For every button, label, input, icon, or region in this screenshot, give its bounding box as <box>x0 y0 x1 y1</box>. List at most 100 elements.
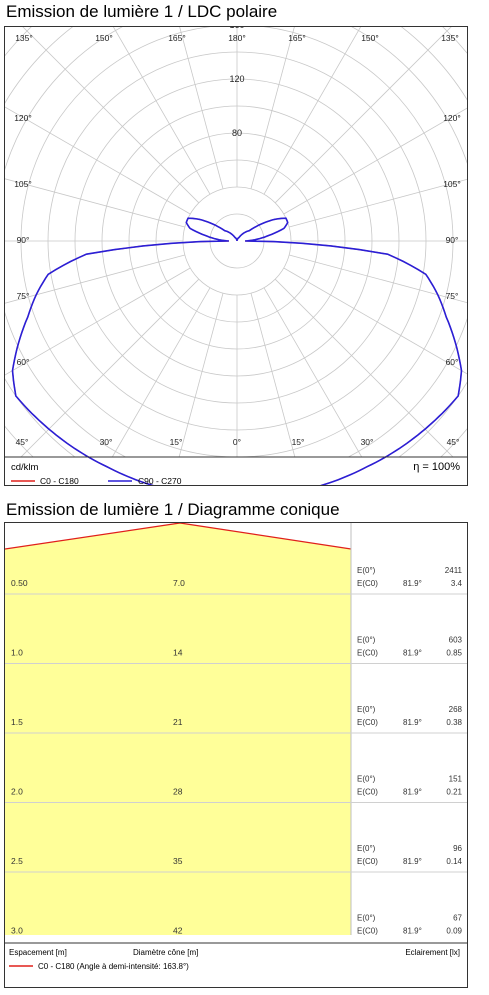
grid-circle <box>5 27 467 457</box>
grid-ray <box>283 267 467 375</box>
ec0-value: 3.4 <box>451 579 463 588</box>
spacing-value: 1.5 <box>11 717 23 727</box>
angle-label-left: 120° <box>14 113 32 123</box>
polar-grid <box>5 27 467 485</box>
polar-chart: 80 120 160 135° 150° 165° 180° 165° 150° 135° 45° 3… <box>5 20 467 499</box>
grid-ray <box>250 27 295 189</box>
angle-label-top: 150° <box>361 33 379 43</box>
cone-chart-title: Emission de lumière 1 / Diagramme coniqu… <box>6 500 340 519</box>
ec0-value: 0.14 <box>446 857 462 866</box>
grid-ray <box>22 27 200 204</box>
e0-label: E(0°) <box>357 914 376 923</box>
grid-ray <box>111 287 211 457</box>
efficiency-label: η = 100% <box>413 461 460 473</box>
grid-ray <box>263 287 363 457</box>
angle-value: 81.9° <box>403 718 422 727</box>
angle-label-top: 135° <box>15 33 33 43</box>
diameter-value: 14 <box>173 648 183 658</box>
grid-ray <box>250 293 296 457</box>
angle-label-left: 75° <box>17 291 30 301</box>
radial-tick-label: 160 <box>229 27 244 30</box>
grid-ray <box>5 106 191 215</box>
polar-chart-panel: 80 120 160 135° 150° 165° 180° 165° 150° 135° 45° 3… <box>4 20 468 499</box>
angle-label-right: 90° <box>446 235 459 245</box>
spacing-value: 3.0 <box>11 926 23 936</box>
e0-value: 268 <box>449 705 463 714</box>
ec0-label: E(C0) <box>357 579 378 588</box>
grid-ray <box>274 278 454 457</box>
diameter-value: 21 <box>173 717 183 727</box>
grid-circle <box>5 27 467 485</box>
e0-value: 603 <box>449 636 463 645</box>
angle-label-bottom: 45° <box>16 437 29 447</box>
grid-ray <box>274 27 452 204</box>
angle-label-top: 135° <box>441 33 459 43</box>
angle-label-right: 120° <box>443 113 461 123</box>
angle-value: 81.9° <box>403 927 422 936</box>
diameter-axis-label: Diamètre cône [m] <box>133 948 198 957</box>
grid-ray <box>5 178 185 228</box>
grid-circle <box>5 27 467 457</box>
diameter-value: 28 <box>173 787 183 797</box>
angle-label-top: 150° <box>95 33 113 43</box>
ec0-label: E(C0) <box>357 718 378 727</box>
e0-value: 2411 <box>445 566 463 575</box>
e0-label: E(0°) <box>357 636 376 645</box>
grid-ray <box>283 107 467 215</box>
ec0-value: 0.85 <box>446 649 462 658</box>
e0-value: 96 <box>453 844 462 853</box>
radial-tick-label: 80 <box>232 128 242 138</box>
illuminance-axis-label: Eclairement [lx] <box>405 948 460 957</box>
angle-label-top: 165° <box>288 33 306 43</box>
grid-circle <box>5 27 467 485</box>
angle-label-bottom: 45° <box>447 437 460 447</box>
ec0-label: E(C0) <box>357 788 378 797</box>
angle-label-right: 105° <box>443 179 461 189</box>
e0-label: E(0°) <box>357 705 376 714</box>
e0-label: E(0°) <box>357 775 376 784</box>
ec0-label: E(C0) <box>357 649 378 658</box>
angle-label-top: 180° <box>228 33 246 43</box>
grid-ray <box>112 27 211 195</box>
grid-circle <box>5 27 467 485</box>
e0-label: E(0°) <box>357 566 376 575</box>
grid-circle <box>5 27 467 485</box>
grid-circle <box>5 27 467 457</box>
ec0-value: 0.21 <box>446 788 462 797</box>
legend-label-c0: C0 - C180 <box>40 476 79 485</box>
angle-label-bottom: 0° <box>233 437 241 447</box>
grid-ray <box>289 178 467 228</box>
grid-ray <box>5 267 191 376</box>
grid-ray <box>20 278 200 457</box>
cone-outline <box>4 522 352 550</box>
angle-label-bottom: 15° <box>292 437 305 447</box>
angle-label-left: 105° <box>14 179 32 189</box>
angle-label-right: 60° <box>446 357 459 367</box>
e0-value: 151 <box>449 775 463 784</box>
spacing-value: 2.0 <box>11 787 23 797</box>
spacing-axis-label: Espacement [m] <box>9 948 67 957</box>
grid-ray <box>179 27 224 189</box>
ec0-label: E(C0) <box>357 857 378 866</box>
e0-value: 67 <box>453 914 462 923</box>
angle-label-bottom: 30° <box>361 437 374 447</box>
diameter-value: 35 <box>173 856 183 866</box>
angle-label-bottom: 30° <box>100 437 113 447</box>
angle-label-right: 75° <box>446 291 459 301</box>
cone-area <box>5 523 351 935</box>
grid-ray <box>263 27 362 195</box>
grid-circle <box>5 27 467 485</box>
ec0-value: 0.09 <box>446 927 462 936</box>
spacing-value: 2.5 <box>11 856 23 866</box>
grid-circle <box>5 27 467 485</box>
radial-tick-label: 120 <box>229 74 244 84</box>
angle-label-left: 60° <box>17 357 30 367</box>
spacing-value: 0.50 <box>11 578 28 588</box>
legend-label-c90: C90 - C270 <box>138 476 182 485</box>
angle-value: 81.9° <box>403 579 422 588</box>
ec0-label: E(C0) <box>357 927 378 936</box>
angle-value: 81.9° <box>403 788 422 797</box>
angle-label-top: 165° <box>168 33 186 43</box>
ec0-value: 0.38 <box>446 718 462 727</box>
polar-chart-title: Emission de lumière 1 / LDC polaire <box>6 2 278 21</box>
